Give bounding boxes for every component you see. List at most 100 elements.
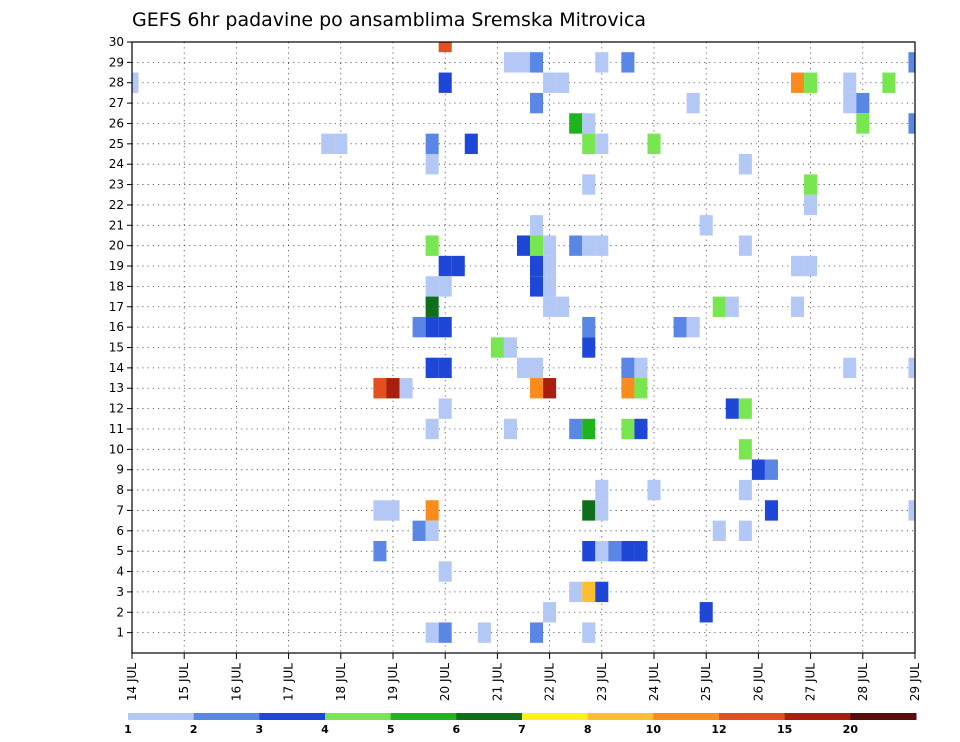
heatmap-cell (438, 398, 452, 419)
y-tick-label: 20 (109, 239, 124, 253)
heatmap-cell (725, 398, 739, 419)
heatmap-cell (503, 418, 517, 440)
x-tick-label: 19 JUL (386, 663, 400, 701)
colorbar-swatch (653, 713, 720, 720)
heatmap-cell (412, 316, 426, 338)
colorbar: 1 2 3 4 5 6 7 8 10 12 15 20 (124, 713, 917, 736)
heatmap-cell (530, 52, 544, 73)
heatmap-cell (530, 92, 544, 114)
heatmap-cell (908, 500, 915, 521)
heatmap-cell (582, 337, 596, 358)
y-tick-label: 6 (116, 524, 124, 538)
heatmap-cell (556, 296, 570, 317)
heatmap-cell (621, 418, 635, 440)
x-tick-label: 27 JUL (804, 663, 818, 701)
heatmap-cell (582, 235, 596, 256)
heatmap-cell (321, 133, 335, 155)
heatmap-cell (856, 113, 870, 134)
heatmap-cell (764, 459, 778, 480)
heatmap-cell (425, 133, 439, 155)
colorbar-label: 1 (124, 723, 132, 736)
colorbar-swatch (456, 713, 523, 720)
heatmap-cell (503, 337, 517, 358)
colorbar-swatch (390, 713, 457, 720)
heatmap-cell (543, 378, 557, 399)
heatmap-cell (582, 174, 596, 195)
heatmap-cell (764, 500, 778, 521)
x-tick-label: 28 JUL (856, 663, 870, 701)
heatmap-cell (908, 52, 915, 73)
y-tick-label: 19 (109, 259, 124, 273)
heatmap-cell (569, 235, 583, 256)
heatmap-cell (477, 622, 491, 643)
x-tick-label: 21 JUL (490, 663, 504, 701)
colorbar-label: 12 (711, 723, 726, 736)
y-tick-label: 18 (109, 279, 124, 293)
heatmap-cell (425, 235, 439, 256)
heatmap-cell (569, 581, 583, 603)
colorbar-swatch (587, 713, 654, 720)
x-tick-label: 16 JUL (229, 663, 243, 701)
heatmap-cell (634, 418, 648, 440)
heatmap-cell (804, 255, 818, 277)
y-tick-label: 14 (109, 361, 124, 375)
heatmap-cell (791, 255, 805, 277)
heatmap-cell (882, 72, 896, 93)
y-tick-label: 13 (109, 381, 124, 395)
heatmap-cell (843, 92, 857, 114)
heatmap-cell (516, 357, 531, 379)
heatmap-cell (425, 296, 439, 317)
grid-lines (131, 41, 916, 653)
colorbar-swatch (259, 713, 326, 720)
y-tick-label: 15 (109, 341, 124, 355)
heatmap-cell (425, 622, 439, 643)
colorbar-label: 20 (843, 723, 859, 736)
x-tick-label: 26 JUL (751, 663, 765, 701)
heatmap-cell (530, 255, 544, 277)
heatmap-cell (712, 520, 726, 541)
heatmap-cells (132, 42, 915, 643)
colorbar-label: 6 (453, 723, 461, 736)
heatmap-cell (582, 418, 596, 440)
heatmap-cell (856, 92, 870, 114)
heatmap-cell (634, 378, 648, 399)
heatmap-cell (412, 520, 426, 541)
y-tick-label: 16 (109, 320, 124, 334)
heatmap-cell (738, 520, 752, 541)
colorbar-label: 3 (256, 723, 264, 736)
heatmap-cell (582, 316, 596, 338)
x-tick-label: 18 JUL (334, 663, 348, 701)
x-tick-label: 29 JUL (908, 663, 922, 701)
y-axis-ticks: 1234567891011121314151617181920212223242… (109, 35, 132, 640)
heatmap-cell (621, 378, 635, 399)
heatmap-cell (843, 357, 857, 379)
heatmap-cell (673, 316, 687, 338)
heatmap-cell (556, 72, 570, 93)
heatmap-cell (543, 602, 557, 623)
heatmap-cell (490, 337, 504, 358)
heatmap-cell (647, 479, 661, 501)
heatmap-cell (373, 540, 387, 562)
y-tick-label: 26 (109, 116, 124, 130)
heatmap-cell (595, 540, 609, 562)
heatmap-cell (595, 52, 609, 73)
x-tick-label: 15 JUL (177, 663, 191, 701)
heatmap-cell (543, 276, 557, 297)
heatmap-cell (543, 235, 557, 256)
heatmap-cell (425, 500, 439, 521)
heatmap-cell (699, 215, 713, 236)
colorbar-swatch (784, 713, 851, 720)
heatmap-cell (804, 194, 818, 216)
heatmap-cell (738, 479, 752, 501)
heatmap-cell (334, 133, 348, 155)
heatmap-cell (582, 133, 596, 155)
heatmap-cell (582, 500, 596, 521)
heatmap-cell (438, 276, 452, 297)
y-tick-label: 4 (116, 565, 124, 579)
colorbar-swatch (128, 713, 195, 720)
heatmap-cell (543, 296, 557, 317)
heatmap-cell (621, 540, 635, 562)
heatmap-cell (647, 133, 661, 155)
y-tick-label: 28 (109, 76, 124, 90)
heatmap-cell (791, 72, 805, 93)
